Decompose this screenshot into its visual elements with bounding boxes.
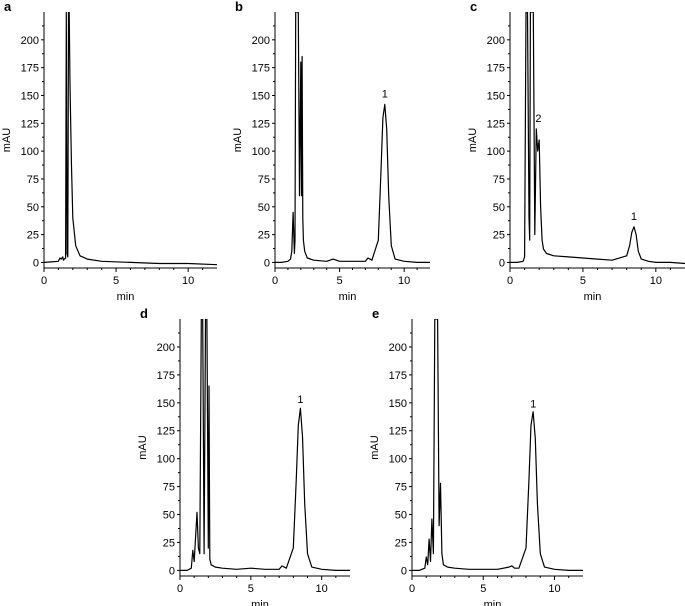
y-tick-label: 125	[252, 118, 270, 130]
y-tick-label: 75	[27, 174, 39, 186]
y-tick-label: 25	[493, 230, 505, 242]
y-tick-label: 200	[389, 342, 407, 354]
y-tick-label: 100	[389, 454, 407, 466]
y-tick-label: 200	[487, 35, 505, 47]
x-tick-label: 0	[272, 275, 278, 287]
y-tick-label: 150	[157, 398, 175, 410]
y-tick-label: 100	[487, 146, 505, 158]
y-tick-label: 175	[487, 63, 505, 75]
x-tick-label: 5	[113, 275, 119, 287]
x-tick-label: 0	[507, 275, 513, 287]
x-tick-label: 0	[41, 275, 47, 287]
panel-label-e: e	[372, 306, 379, 321]
y-tick-label: 175	[252, 63, 270, 75]
y-tick-label: 50	[395, 510, 407, 522]
y-tick-label: 50	[258, 202, 270, 214]
x-tick-label: 5	[580, 275, 586, 287]
panel-label-d: d	[140, 306, 148, 321]
y-tick-label: 200	[21, 35, 39, 47]
peak-label: 1	[631, 211, 637, 223]
x-axis-label: min	[484, 599, 502, 606]
x-tick-label: 10	[650, 275, 662, 287]
y-tick-label: 50	[493, 202, 505, 214]
x-axis-label: min	[339, 291, 357, 303]
chart-e: e 0 25 50 75 100 125 150 175 200 0 5 10 min mAU 1	[369, 306, 583, 606]
y-axis-label: mAU	[369, 435, 381, 460]
y-tick-label: 25	[27, 230, 39, 242]
chromatogram-trace-e	[412, 319, 583, 571]
x-tick-label: 5	[480, 583, 486, 595]
y-tick-label: 75	[493, 174, 505, 186]
chart-c: c 0 25 50 75 100 125 150 175 200 0 5 10 min mAU 2 1	[467, 0, 685, 303]
y-tick-label: 50	[163, 510, 175, 522]
panel-label-c: c	[470, 0, 477, 14]
y-tick-label: 0	[401, 565, 407, 577]
peak-label: 1	[297, 394, 303, 406]
y-tick-label: 175	[157, 370, 175, 382]
y-tick-label: 175	[21, 63, 39, 75]
y-tick-label: 75	[395, 482, 407, 494]
y-tick-label: 75	[163, 482, 175, 494]
y-tick-label: 175	[389, 370, 407, 382]
y-axis-label: mAU	[232, 128, 244, 153]
y-tick-label: 25	[163, 537, 175, 549]
y-tick-label: 125	[21, 118, 39, 130]
chart-a: a 0 25 50 75 100 125 150 175 200 0 5 10 min mAU	[1, 0, 217, 303]
y-tick-label: 25	[258, 230, 270, 242]
y-axis-label: mAU	[1, 128, 13, 153]
y-tick-label: 150	[389, 398, 407, 410]
panel-label-a: a	[4, 0, 12, 14]
y-tick-label: 125	[389, 426, 407, 438]
y-tick-label: 100	[21, 146, 39, 158]
y-axis-label: mAU	[137, 435, 149, 460]
y-tick-label: 25	[395, 537, 407, 549]
y-axis-label: mAU	[467, 128, 479, 153]
y-tick-label: 125	[157, 426, 175, 438]
x-tick-label: 10	[316, 583, 328, 595]
x-tick-label: 5	[337, 275, 343, 287]
y-tick-label: 200	[252, 35, 270, 47]
x-axis-label: min	[584, 291, 602, 303]
y-tick-label: 0	[169, 565, 175, 577]
y-tick-label: 0	[499, 257, 505, 269]
x-tick-label: 10	[548, 583, 560, 595]
y-tick-label: 200	[157, 342, 175, 354]
chart-d: d 0 25 50 75 100 125 150 175 200 0 5 10 min mAU 1	[137, 306, 350, 606]
chromatogram-trace-b	[275, 12, 430, 263]
y-tick-label: 50	[27, 202, 39, 214]
panel-label-b: b	[235, 0, 243, 14]
y-tick-label: 100	[157, 454, 175, 466]
chart-b: b 0 25 50 75 100 125 150 175 200 0 5 10 min mAU 1	[232, 0, 430, 303]
y-tick-label: 150	[21, 90, 39, 102]
x-tick-label: 10	[182, 275, 194, 287]
y-tick-label: 100	[252, 146, 270, 158]
y-tick-label: 75	[258, 174, 270, 186]
peak-label: 2	[535, 113, 541, 125]
chromatogram-trace-d	[180, 319, 350, 571]
x-tick-label: 5	[248, 583, 254, 595]
chromatogram-trace-a	[44, 12, 217, 266]
y-tick-label: 0	[33, 257, 39, 269]
y-tick-label: 150	[487, 90, 505, 102]
x-tick-label: 0	[409, 583, 415, 595]
x-tick-label: 10	[398, 275, 410, 287]
y-tick-label: 150	[252, 90, 270, 102]
y-tick-label: 0	[264, 257, 270, 269]
y-tick-label: 125	[487, 118, 505, 130]
x-axis-label: min	[251, 599, 269, 606]
x-tick-label: 0	[177, 583, 183, 595]
peak-label: 1	[382, 89, 388, 101]
chromatogram-trace-c	[510, 12, 685, 265]
x-axis-label: min	[117, 291, 135, 303]
peak-label: 1	[530, 398, 536, 410]
